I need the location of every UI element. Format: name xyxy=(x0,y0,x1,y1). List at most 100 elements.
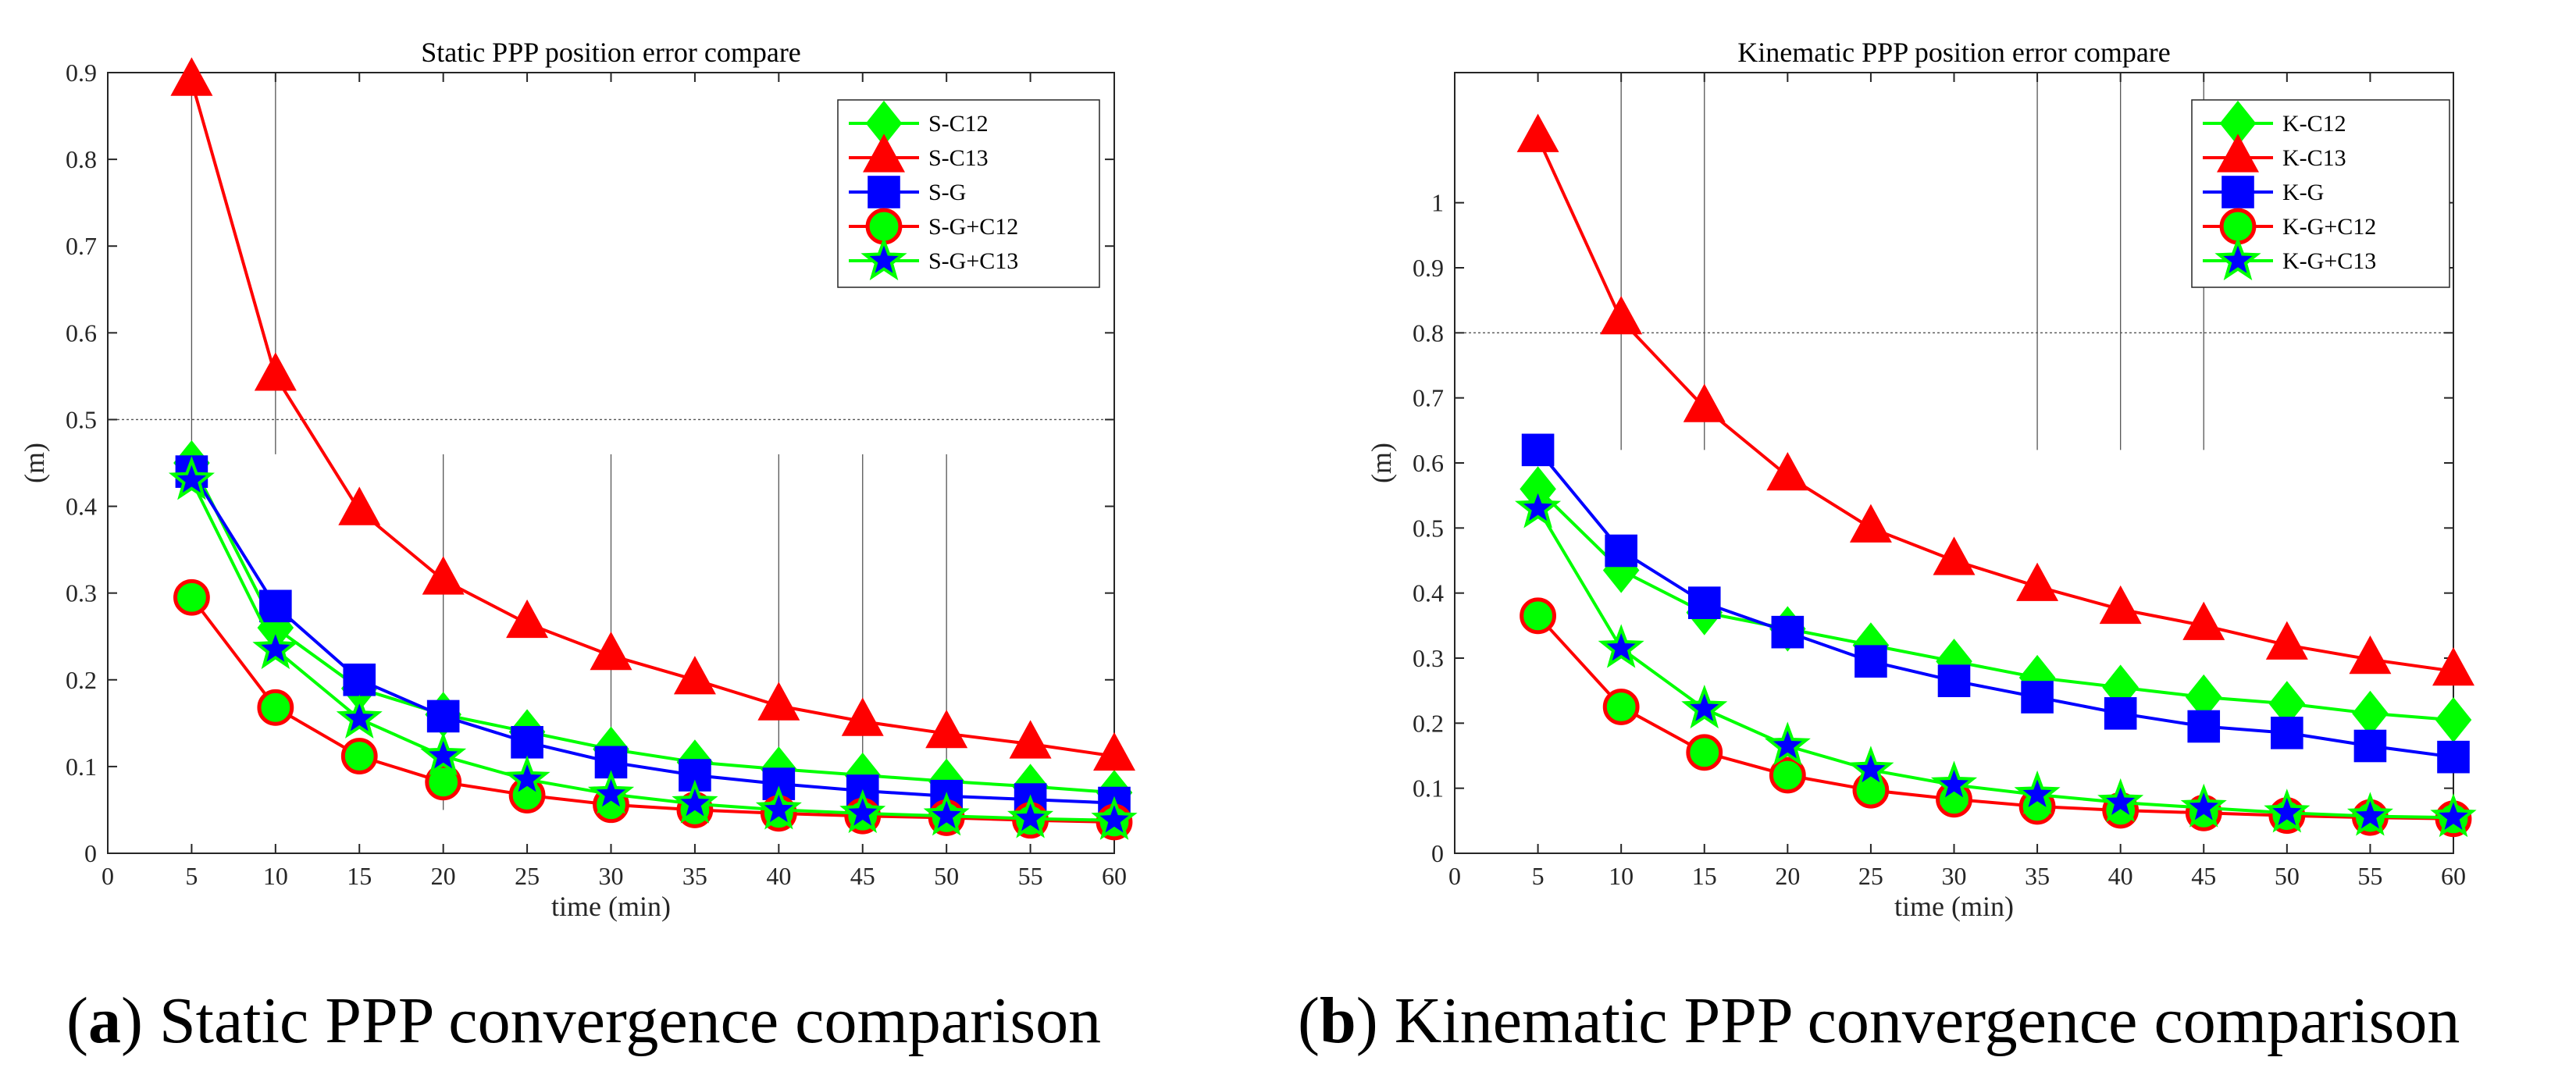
data-point xyxy=(2014,770,2061,815)
y-tick-label: 0.8 xyxy=(1413,319,1444,347)
caption-label: b xyxy=(1320,984,1356,1057)
chart-title: Static PPP position error compare xyxy=(421,37,801,68)
series-line xyxy=(190,479,1115,822)
data-point xyxy=(426,699,460,733)
x-tick-label: 50 xyxy=(934,862,959,890)
y-tick-label: 0.3 xyxy=(66,579,97,607)
legend-label: S-C13 xyxy=(928,145,989,171)
data-point xyxy=(925,709,968,749)
data-point xyxy=(673,656,716,695)
y-tick-label: 0.2 xyxy=(1413,709,1444,737)
legend-marker xyxy=(863,133,905,173)
data-point xyxy=(2021,681,2054,714)
y-tick-label: 0.2 xyxy=(66,666,97,694)
caption-text: Static PPP convergence comparison xyxy=(143,984,1101,1057)
legend-marker xyxy=(2214,236,2261,281)
data-point xyxy=(923,792,970,836)
data-point xyxy=(1764,721,1811,766)
x-tick-label: 5 xyxy=(1532,862,1545,890)
chart-a: 0 5 10 15 20 25 30 35 40 45 50 55 60 0 0.1 0.2 0.3 0.4 0.5… xyxy=(19,37,1138,1057)
data-point xyxy=(252,625,299,670)
x-tick-label: 40 xyxy=(2108,862,2133,890)
x-tick-label: 55 xyxy=(2357,862,2382,890)
series-line xyxy=(190,596,1115,824)
data-point xyxy=(422,556,465,595)
series-K-G xyxy=(1521,433,2470,774)
x-tick-label: 0 xyxy=(1448,862,1461,890)
y-tick-label: 0.8 xyxy=(66,145,97,173)
series-S-G+C13 xyxy=(168,456,1138,840)
caption-close: ) xyxy=(121,984,143,1057)
x-tick-label: 25 xyxy=(1858,862,1883,890)
data-point xyxy=(338,486,381,525)
y-tick-label: 0.6 xyxy=(66,319,97,347)
data-point xyxy=(506,599,549,639)
data-point xyxy=(1007,794,1054,838)
data-point xyxy=(170,57,213,96)
data-point xyxy=(1933,536,1976,575)
legend-label: S-G+C13 xyxy=(928,248,1018,274)
x-tick-label: 20 xyxy=(1775,862,1800,890)
y-tick-label: 0.9 xyxy=(1413,254,1444,282)
data-point xyxy=(1855,645,1887,678)
data-point xyxy=(672,779,718,824)
chart-title: Kinematic PPP position error compare xyxy=(1737,37,2171,68)
data-point xyxy=(1515,484,1562,529)
data-point xyxy=(343,663,376,696)
data-point xyxy=(1093,731,1135,771)
series-S-G xyxy=(175,455,1131,820)
x-tick-label: 35 xyxy=(2025,862,2050,890)
data-point xyxy=(2432,646,2474,686)
series-line xyxy=(1536,507,2454,820)
y-tick-label: 0 xyxy=(1431,839,1444,867)
legend-label: K-C12 xyxy=(2282,111,2346,137)
y-tick-label: 0.4 xyxy=(66,493,97,521)
series-line xyxy=(190,471,1115,805)
data-point xyxy=(340,738,378,774)
legend-marker xyxy=(860,236,907,281)
data-point xyxy=(504,755,550,799)
data-point xyxy=(2104,697,2137,730)
data-point xyxy=(755,785,802,830)
data-point xyxy=(2437,740,2470,774)
data-point xyxy=(1769,756,1806,794)
x-axis-label: time (min) xyxy=(551,891,671,922)
data-point xyxy=(168,456,215,500)
x-tick-label: 30 xyxy=(1942,862,1967,890)
data-point xyxy=(2099,585,2142,625)
legend-label: K-G xyxy=(2282,180,2324,205)
x-tick-label: 50 xyxy=(2275,862,2300,890)
data-point xyxy=(1847,746,1894,790)
data-point xyxy=(839,788,886,834)
data-point xyxy=(1091,796,1138,840)
data-point xyxy=(2349,635,2392,675)
y-tick-label: 0.7 xyxy=(66,232,97,260)
data-point xyxy=(511,725,543,759)
series-K-G+C12 xyxy=(1520,597,2472,838)
series-K-C13 xyxy=(1516,113,2474,686)
caption: (a) Static PPP convergence comparison xyxy=(66,984,1101,1057)
x-tick-label: 60 xyxy=(2441,862,2466,890)
data-point xyxy=(1766,451,1809,491)
data-point xyxy=(1849,504,1892,543)
data-point xyxy=(1605,534,1637,568)
data-point xyxy=(841,697,884,736)
legend-marker xyxy=(2217,133,2259,173)
legend-label: K-G+C12 xyxy=(2282,214,2376,240)
x-tick-label: 15 xyxy=(347,862,372,890)
legend: K-C12 K-C13 K-G K-G+C12 K-G+C13 xyxy=(2191,99,2450,288)
data-point xyxy=(1520,597,1556,635)
x-tick-label: 35 xyxy=(682,862,707,890)
series-S-C12 xyxy=(173,440,1133,816)
data-point xyxy=(2435,697,2472,743)
series-K-C12 xyxy=(1520,466,2472,743)
legend-label: S-G+C12 xyxy=(928,214,1018,240)
y-tick-label: 0.4 xyxy=(1413,579,1444,607)
legend-label: S-C12 xyxy=(928,111,989,137)
data-point xyxy=(757,682,800,721)
data-point xyxy=(587,770,635,814)
x-tick-label: 40 xyxy=(766,862,791,890)
data-point xyxy=(2182,601,2225,640)
data-point xyxy=(259,589,292,623)
y-tick-label: 1 xyxy=(1431,189,1444,217)
